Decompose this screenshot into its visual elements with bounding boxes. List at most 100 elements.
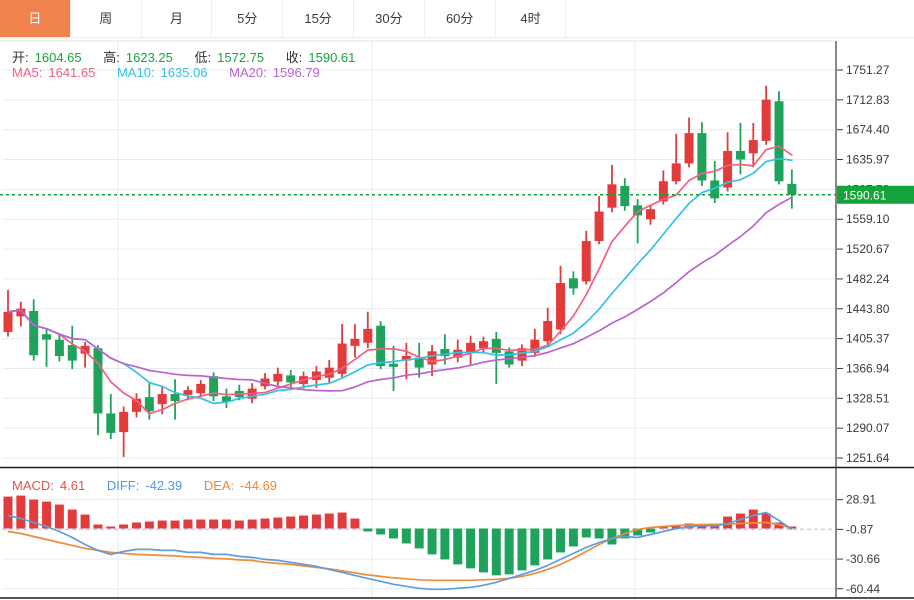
candle <box>3 311 13 332</box>
candle <box>568 278 578 289</box>
diff-label: DIFF: <box>106 478 140 493</box>
candle <box>491 338 501 353</box>
diff-value: -42.39 <box>145 478 183 493</box>
macd-axis-label: 28.91 <box>846 493 876 507</box>
macd-bar <box>67 509 77 529</box>
candle <box>723 150 733 188</box>
macd-bar <box>42 501 52 529</box>
macd-bar <box>401 528 411 544</box>
macd-histogram <box>3 495 797 576</box>
candle <box>620 185 630 207</box>
candlesticks <box>3 85 797 457</box>
macd-bar <box>774 522 784 529</box>
price-axis-label: 1751.27 <box>846 63 890 77</box>
dea-label: DEA: <box>203 478 235 493</box>
macd-bar <box>607 528 617 545</box>
candle <box>29 310 39 356</box>
candle <box>774 101 784 182</box>
period-tab-bar: 日 周 月 5分 15分 30分 60分 4时 <box>0 0 914 38</box>
macd-bar <box>466 528 476 569</box>
macd-bar <box>556 528 566 553</box>
candle <box>504 351 514 365</box>
macd-value: 4.61 <box>59 478 86 493</box>
ma20-value: 1596.79 <box>272 65 320 80</box>
ma10-value: 1635.06 <box>160 65 208 80</box>
macd-bar <box>170 520 180 529</box>
candle <box>594 211 604 242</box>
macd-bar <box>504 528 514 575</box>
price-axis-label: 1366.94 <box>846 361 890 375</box>
candle <box>543 321 553 342</box>
macd-bar <box>3 496 13 529</box>
macd-bar <box>478 528 488 573</box>
macd-bar <box>761 513 771 529</box>
macd-bar <box>735 513 745 529</box>
macd-bar <box>54 504 64 529</box>
macd-bar <box>748 509 758 529</box>
price-axis-label: 1251.64 <box>846 451 890 465</box>
tab-5min[interactable]: 5分 <box>212 0 284 37</box>
tab-week[interactable]: 周 <box>71 0 142 37</box>
candle <box>80 345 90 354</box>
price-tag-value: 1590.61 <box>843 188 887 202</box>
ma20-label: MA20: <box>229 65 267 80</box>
tab-60min[interactable]: 60分 <box>425 0 496 37</box>
candle <box>350 338 360 346</box>
candle <box>646 209 655 220</box>
chart-area: 1751.271712.831674.401635.971597.531559.… <box>0 38 914 600</box>
macd-bar <box>543 528 553 560</box>
candle <box>607 184 617 208</box>
tab-day[interactable]: 日 <box>0 0 71 37</box>
candle <box>478 341 488 349</box>
candle <box>517 348 527 361</box>
candle <box>401 355 411 361</box>
macd-bar <box>594 528 604 539</box>
candle <box>363 328 373 343</box>
macd-bar <box>247 519 257 529</box>
tab-4hour[interactable]: 4时 <box>496 0 567 37</box>
price-axis-label: 1520.67 <box>846 242 890 256</box>
candle <box>376 325 386 367</box>
candle <box>196 383 206 394</box>
macd-bar <box>286 516 296 529</box>
dea-line <box>7 521 793 582</box>
candle <box>286 375 296 383</box>
price-axis-label: 1405.37 <box>846 332 890 346</box>
macd-axis-label: -30.66 <box>846 552 880 566</box>
candle <box>67 345 77 361</box>
macd-readout: MACD: 4.61 DIFF: -42.39 DEA: -44.69 <box>12 478 283 493</box>
candle <box>132 398 141 412</box>
price-axis-label: 1290.07 <box>846 421 890 435</box>
ma20-line <box>7 196 793 392</box>
macd-bar <box>196 519 206 529</box>
price-tag-bg <box>837 185 914 204</box>
candle <box>581 241 591 282</box>
price-axis-label: 1635.97 <box>846 153 890 167</box>
tab-15min[interactable]: 15分 <box>283 0 354 37</box>
high-label: 高: <box>103 50 120 65</box>
dea-value: -44.69 <box>240 478 278 493</box>
candle <box>761 99 771 141</box>
candle <box>735 150 745 160</box>
macd-axis-label: -60.44 <box>846 582 880 596</box>
tab-30min[interactable]: 30分 <box>354 0 425 37</box>
candle <box>440 348 450 356</box>
candle <box>710 180 720 199</box>
ma5-line <box>7 145 793 415</box>
macd-bar <box>132 522 141 529</box>
price-axis-label: 1559.10 <box>846 212 890 226</box>
macd-bar <box>29 499 39 529</box>
candle <box>42 334 52 340</box>
macd-bar <box>440 528 450 560</box>
ma10-label: MA10: <box>116 65 155 80</box>
macd-bar <box>350 518 360 529</box>
tab-month[interactable]: 月 <box>142 0 213 37</box>
macd-bar <box>221 519 231 529</box>
candle <box>273 373 283 382</box>
macd-bar <box>324 513 334 529</box>
candle <box>748 140 758 154</box>
candle <box>170 394 180 402</box>
candle <box>157 394 167 405</box>
kline-macd-canvas[interactable]: 1751.271712.831674.401635.971597.531559.… <box>0 38 914 600</box>
